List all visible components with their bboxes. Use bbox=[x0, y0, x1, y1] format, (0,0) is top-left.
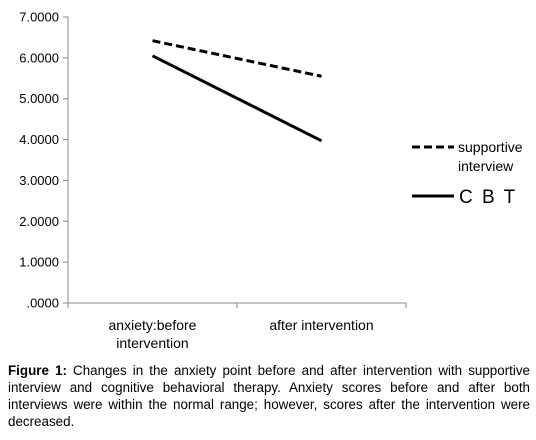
legend-label-line: interview bbox=[458, 158, 514, 174]
x-category-label-line: anxiety:before bbox=[109, 317, 197, 333]
legend-label-cbt: C B T bbox=[459, 187, 517, 208]
series-line-cbt bbox=[151, 54, 323, 143]
y-tick-labels: 7.0000 6.0000 5.0000 4.0000 3.0000 2.0000 1.00… bbox=[19, 10, 59, 311]
x-category-label: anxiety:before intervention bbox=[109, 317, 197, 351]
x-category-label-line: intervention bbox=[116, 335, 188, 351]
x-category-label: after intervention bbox=[269, 317, 373, 333]
y-tick-label: 5.0000 bbox=[19, 91, 59, 106]
y-tick-label: 7.0000 bbox=[19, 10, 59, 25]
y-tick-label: 4.0000 bbox=[19, 132, 59, 147]
chart-axes bbox=[63, 16, 407, 308]
series-line-supportive-interview bbox=[152, 39, 322, 78]
y-tick-label: 3.0000 bbox=[19, 173, 59, 188]
legend-label-supportive-interview: supportive interview bbox=[458, 139, 523, 174]
y-tick-label: 2.0000 bbox=[19, 214, 59, 229]
series-lines bbox=[151, 39, 323, 143]
caption-text: Changes in the anxiety point before and … bbox=[8, 363, 531, 429]
caption-label: Figure 1: bbox=[8, 363, 67, 378]
legend-label-line: supportive bbox=[458, 139, 523, 155]
x-category-labels: anxiety:before intervention after interven… bbox=[109, 317, 374, 351]
figure-caption: Figure 1: Changes in the anxiety point b… bbox=[8, 362, 530, 430]
y-tick-label: 6.0000 bbox=[19, 50, 59, 65]
line-chart: 7.0000 6.0000 5.0000 4.0000 3.0000 2.0000 1.00… bbox=[19, 10, 523, 352]
x-category-label-line: after intervention bbox=[269, 317, 373, 333]
y-tick-label: .0000 bbox=[26, 296, 59, 311]
legend: supportive interview C B T bbox=[412, 139, 523, 208]
y-tick-label: 1.0000 bbox=[19, 255, 59, 270]
